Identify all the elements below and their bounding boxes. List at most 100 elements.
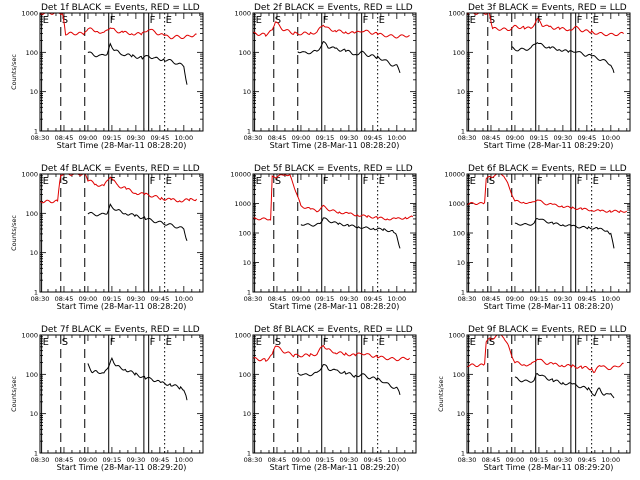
x-axis-label: Start Time (28-Mar-11 08:29:20) (57, 463, 187, 472)
event-marker-label: F (323, 176, 329, 187)
chart-title: Det 5f BLACK = Events, RED = LLD (254, 164, 413, 174)
lld-series-line (253, 21, 410, 39)
y-tick-label: 100 (26, 371, 38, 379)
x-tick-label: 08:30 (244, 134, 263, 142)
events-series-line (297, 364, 401, 396)
event-marker-label: S (275, 176, 281, 187)
event-marker-label: E (256, 176, 262, 187)
plot-frame (39, 12, 204, 132)
x-tick-label: 10:00 (174, 134, 193, 142)
event-marker-label: E (43, 15, 49, 26)
chart-title: Det 8f BLACK = Events, RED = LLD (254, 325, 413, 335)
y-tick-label: 100 (453, 49, 465, 57)
chart-title: Det 1f BLACK = Events, RED = LLD (41, 3, 200, 13)
x-tick-label: 08:30 (31, 134, 50, 142)
events-series-line (300, 217, 401, 249)
x-tick-label: 09:45 (150, 456, 169, 464)
x-tick-label: 09:15 (530, 295, 549, 303)
x-tick-label: 09:45 (577, 134, 596, 142)
y-tick-label: 10 (243, 88, 251, 96)
y-tick-label: 1 (247, 450, 251, 458)
chart-panel: Det 7f BLACK = Events, RED = LLD 1 10 100 10… (10, 325, 204, 472)
x-tick-label: 08:45 (268, 456, 287, 464)
x-axis-label: Start Time (28-Mar-11 08:28:20) (484, 302, 614, 311)
event-marker-label: S (489, 15, 495, 26)
x-axis-label: Start Time (28-Mar-11 08:28:20) (270, 141, 400, 150)
x-tick-label: 09:00 (79, 134, 98, 142)
x-tick-label: 08:30 (458, 295, 477, 303)
y-axis-label: Counts/sec (10, 376, 18, 412)
x-tick-label: 08:30 (31, 456, 50, 464)
x-tick-label: 09:30 (554, 134, 573, 142)
x-tick-label: 10:00 (387, 134, 406, 142)
chart-title: Det 6f BLACK = Events, RED = LLD (468, 164, 627, 174)
y-axis-label: Counts/sec (10, 54, 18, 90)
event-marker-label: S (275, 15, 281, 26)
event-marker-label: E (166, 176, 172, 187)
event-marker-label: F (363, 337, 369, 348)
y-tick-label: 1 (461, 128, 465, 136)
event-marker-label: F (110, 15, 116, 26)
y-axis-label: Counts/sec (10, 215, 18, 251)
chart-panel: Det 4f BLACK = Events, RED = LLD 1 10 100 10… (10, 164, 204, 311)
x-axis-label: Start Time (28-Mar-11 08:29:20) (270, 463, 400, 472)
chart-panel: Det 3f BLACK = Events, RED = LLD 1 10 100 10… (448, 3, 631, 150)
lld-series-line (253, 344, 410, 362)
y-tick-label: 10 (457, 88, 465, 96)
event-marker-label: F (150, 176, 156, 187)
x-tick-label: 09:30 (127, 295, 146, 303)
y-tick-label: 1000 (448, 10, 465, 18)
plot-frame (466, 12, 631, 132)
x-tick-label: 08:45 (268, 134, 287, 142)
y-tick-label: 100 (26, 49, 38, 57)
event-marker-label: F (363, 15, 369, 26)
x-tick-label: 09:45 (363, 456, 382, 464)
y-tick-label: 100 (453, 230, 465, 238)
event-marker-label: S (62, 176, 68, 187)
x-tick-label: 09:15 (103, 134, 122, 142)
event-marker-label: S (275, 337, 281, 348)
plot-frame (252, 173, 417, 293)
x-tick-label: 10:00 (601, 295, 620, 303)
events-series-line (87, 42, 188, 85)
x-tick-label: 09:00 (292, 456, 311, 464)
x-tick-label: 08:45 (482, 295, 501, 303)
y-tick-label: 10 (30, 410, 38, 418)
x-tick-label: 09:15 (103, 456, 122, 464)
x-tick-label: 09:45 (577, 456, 596, 464)
x-tick-label: 09:00 (79, 456, 98, 464)
x-tick-label: 08:30 (244, 456, 263, 464)
y-tick-label: 1 (461, 450, 465, 458)
y-tick-label: 10 (457, 410, 465, 418)
y-tick-label: 10 (243, 410, 251, 418)
y-tick-label: 10000 (444, 171, 465, 179)
plot-frame (466, 334, 631, 454)
x-axis-label: Start Time (28-Mar-11 08:28:20) (270, 302, 400, 311)
event-marker-label: F (323, 15, 329, 26)
event-marker-label: F (537, 176, 543, 187)
chart-title: Det 4f BLACK = Events, RED = LLD (41, 164, 200, 174)
x-tick-label: 09:00 (79, 295, 98, 303)
y-tick-label: 100 (453, 371, 465, 379)
y-tick-label: 1000 (448, 332, 465, 340)
event-marker-label: E (470, 337, 476, 348)
y-tick-label: 100 (26, 210, 38, 218)
x-tick-label: 10:00 (601, 456, 620, 464)
y-tick-label: 1 (461, 289, 465, 297)
event-marker-label: E (256, 15, 262, 26)
chart-panel: Det 5f BLACK = Events, RED = LLD 1 10 100 10… (230, 164, 417, 311)
event-marker-label: F (110, 337, 116, 348)
lld-series-line (467, 335, 624, 374)
event-marker-label: E (593, 337, 599, 348)
plot-frame (252, 334, 417, 454)
y-tick-label: 100 (239, 230, 251, 238)
y-tick-label: 1 (34, 450, 38, 458)
plot-frame (39, 173, 204, 293)
y-tick-label: 10 (243, 259, 251, 267)
x-tick-label: 10:00 (601, 134, 620, 142)
event-marker-label: E (379, 337, 385, 348)
event-marker-label: E (166, 15, 172, 26)
lld-series-line (40, 13, 197, 40)
x-tick-label: 10:00 (387, 456, 406, 464)
x-tick-label: 09:45 (577, 295, 596, 303)
